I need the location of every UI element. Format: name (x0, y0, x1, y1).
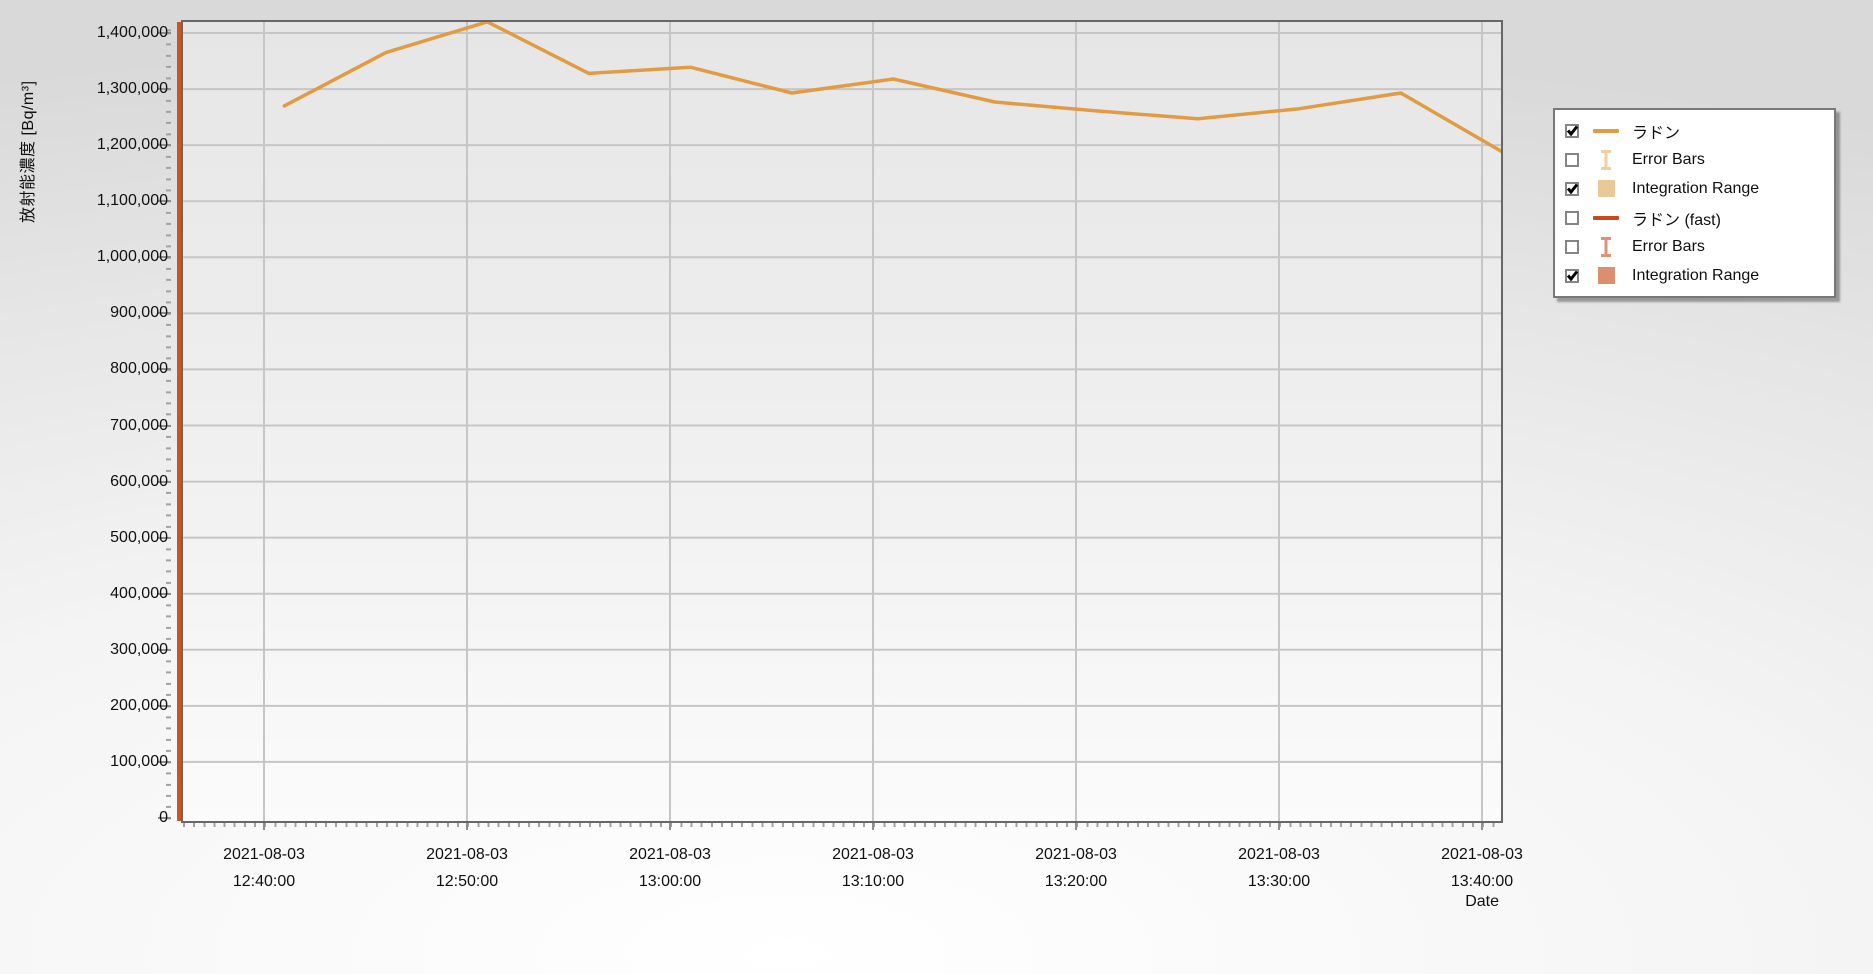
y-tick-label: 700,000 (110, 416, 168, 434)
range-swatch-icon (1597, 180, 1615, 197)
legend: ラドン Error Bars Integration Range ラドン (fast)… (1553, 108, 1836, 298)
y-axis-major-tick (158, 536, 171, 539)
y-tick-label: 0 (159, 809, 168, 826)
chart-canvas (183, 22, 1501, 821)
legend-item-label: Integration Range (1632, 179, 1760, 197)
radon-fast-checkbox[interactable] (1565, 210, 1579, 225)
line-swatch-icon (1593, 128, 1619, 133)
range-swatch-icon (1597, 267, 1615, 284)
y-axis-major-tick (158, 312, 171, 315)
integration-range-fast-checkbox[interactable] (1565, 268, 1579, 283)
line-swatch-icon (1593, 215, 1619, 220)
y-axis-major-tick (158, 256, 171, 259)
y-tick-label: 800,000 (110, 360, 168, 378)
error-bars-slow-checkbox[interactable] (1565, 152, 1579, 167)
x-axis-major-tick (466, 823, 468, 830)
y-tick-label: 1,300,000 (96, 80, 168, 98)
errorbar-swatch-icon (1601, 236, 1611, 257)
errorbar-swatch-icon (1601, 149, 1611, 170)
x-axis-major-tick (1481, 823, 1483, 830)
x-tick-label: 2021-08-03 13:20:00 (1035, 846, 1117, 890)
integration-range-slow-checkbox[interactable] (1565, 181, 1579, 196)
y-tick-label: 1,200,000 (96, 136, 168, 154)
y-tick-label: 1,100,000 (96, 192, 168, 210)
y-axis-major-tick (158, 648, 171, 651)
y-axis-major-tick (158, 424, 171, 427)
y-tick-label: 400,000 (110, 584, 168, 602)
y-axis-major-tick (158, 760, 171, 763)
legend-item-label: Integration Range (1632, 266, 1760, 284)
radon-checkbox[interactable] (1565, 123, 1579, 138)
x-tick-label: 2021-08-03 12:50:00 (426, 846, 508, 890)
y-axis-major-tick (158, 592, 171, 595)
y-axis-major-tick (158, 32, 171, 34)
checkmark-icon (1566, 183, 1579, 194)
x-axis-major-tick (872, 823, 874, 830)
x-axis-minor-ticks (183, 823, 1501, 827)
x-axis-major-tick (1278, 823, 1280, 830)
legend-item-label: ラドン (1632, 124, 1681, 142)
y-axis-major-tick (158, 817, 171, 819)
y-axis-major-tick (158, 480, 171, 483)
error-bars-fast-checkbox[interactable] (1565, 239, 1579, 254)
x-axis-title: Date (1465, 893, 1499, 910)
legend-item-label: Error Bars (1632, 150, 1705, 168)
x-tick-label: 2021-08-03 13:00:00 (629, 846, 711, 890)
y-tick-label: 200,000 (110, 696, 168, 714)
y-axis-major-tick (158, 144, 171, 147)
y-axis-minor-ticks (166, 22, 171, 821)
legend-item-error-bars-slow[interactable]: Error Bars (1565, 147, 1828, 172)
y-tick-label: 1,000,000 (96, 248, 168, 266)
legend-item-label: ラドン (fast) (1632, 211, 1721, 229)
x-tick-label: 2021-08-03 13:30:00 (1238, 846, 1320, 890)
y-tick-label: 900,000 (110, 304, 168, 322)
radon-series-line (282, 22, 1501, 154)
x-tick-label: 2021-08-03 13:40:00 (1441, 846, 1523, 890)
x-axis-major-tick (263, 823, 265, 830)
legend-item-radon[interactable]: ラドン (1565, 118, 1828, 143)
plot-area[interactable] (181, 20, 1503, 823)
legend-item-radon-fast[interactable]: ラドン (fast) (1565, 205, 1828, 230)
checkmark-icon (1566, 270, 1579, 281)
y-tick-label: 1,400,000 (96, 24, 168, 41)
y-axis-major-tick (158, 704, 171, 707)
legend-item-integration-range-slow[interactable]: Integration Range (1565, 176, 1828, 201)
y-tick-label: 600,000 (110, 472, 168, 490)
x-tick-label: 2021-08-03 12:40:00 (223, 846, 305, 890)
y-tick-label: 300,000 (110, 640, 168, 658)
y-axis-major-tick (158, 200, 171, 203)
y-axis-major-tick (158, 368, 171, 371)
legend-item-error-bars-fast[interactable]: Error Bars (1565, 234, 1828, 259)
legend-item-label: Error Bars (1632, 237, 1705, 255)
y-axis-major-tick (158, 88, 171, 91)
x-tick-label: 2021-08-03 13:10:00 (832, 846, 914, 890)
checkmark-icon (1566, 125, 1579, 136)
x-axis-major-tick (669, 823, 671, 830)
legend-item-integration-range-fast[interactable]: Integration Range (1565, 263, 1828, 288)
y-tick-label: 100,000 (110, 752, 168, 770)
x-axis-major-tick (1075, 823, 1077, 830)
integration-range-band (177, 22, 181, 821)
y-tick-label: 500,000 (110, 528, 168, 546)
